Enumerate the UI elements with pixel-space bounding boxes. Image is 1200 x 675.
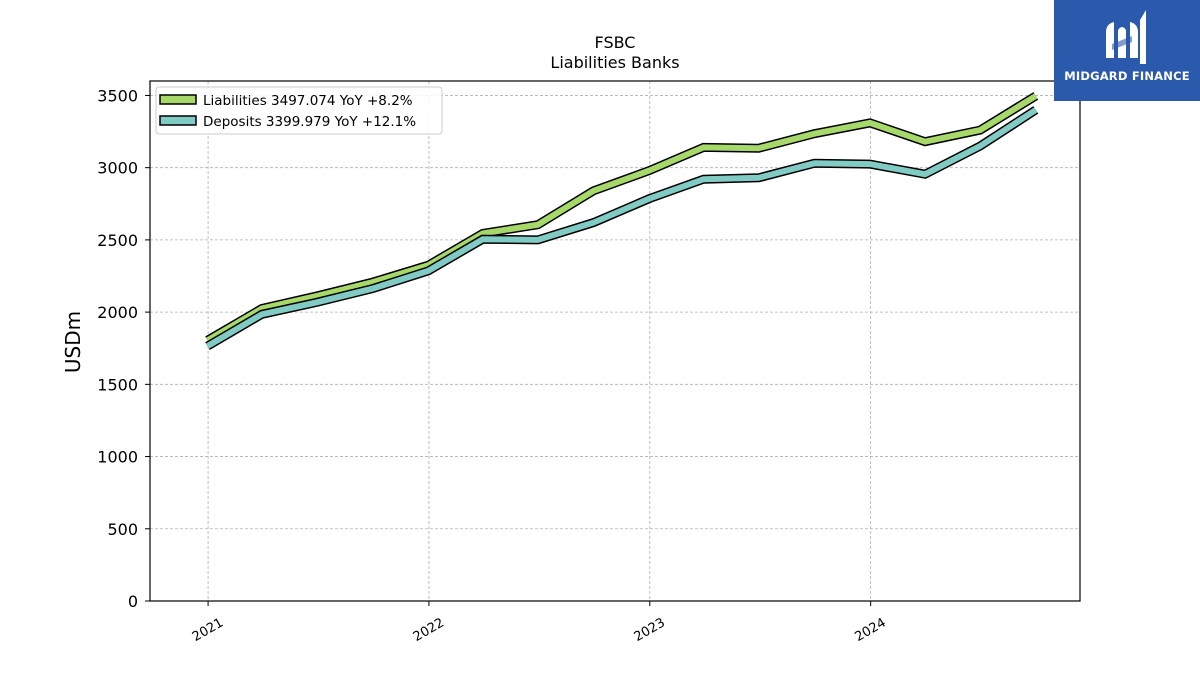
y-axis: 0 500 1000 1500 2000 2500 3000 3500 xyxy=(97,86,150,611)
legend-label-deposits: Deposits 3399.979 YoY +12.1% xyxy=(203,114,416,130)
y-tick-label: 3000 xyxy=(97,159,138,178)
series-line-liabilities xyxy=(205,93,1038,343)
logo-text: MIDGARD FINANCE xyxy=(1064,69,1190,83)
grid xyxy=(150,81,1080,602)
x-tick-label: 2021 xyxy=(190,615,226,645)
y-tick-label: 2000 xyxy=(97,303,138,322)
series-layer xyxy=(205,92,1039,350)
chart-subtitle: Liabilities Banks xyxy=(550,53,679,72)
midgard-finance-logo: MIDGARD FINANCE xyxy=(1054,0,1200,101)
y-tick-label: 0 xyxy=(128,592,138,611)
y-tick-label: 3500 xyxy=(97,86,138,105)
legend-label-liabilities: Liabilities 3497.074 YoY +8.2% xyxy=(203,93,413,109)
legend-swatch-liabilities xyxy=(159,94,197,105)
x-axis: 2021 2022 2023 2024 xyxy=(190,601,889,645)
y-tick-label: 1500 xyxy=(97,375,138,394)
y-tick-label: 1000 xyxy=(97,448,138,467)
y-tick-label: 500 xyxy=(107,520,138,539)
x-tick-label: 2024 xyxy=(852,615,888,645)
chart-title: FSBC xyxy=(595,33,636,52)
series-outline-deposits xyxy=(205,106,1039,350)
legend-swatch-deposits xyxy=(159,115,197,126)
series-line-deposits xyxy=(205,107,1038,349)
legend: Liabilities 3497.074 YoY +8.2% Deposits 3… xyxy=(155,86,443,135)
x-tick-label: 2022 xyxy=(411,615,447,645)
midgard-logo-icon xyxy=(1106,10,1146,64)
y-tick-label: 2500 xyxy=(97,231,138,250)
y-axis-label: USDm xyxy=(61,311,85,373)
x-tick-label: 2023 xyxy=(632,615,668,645)
plot-frame xyxy=(149,80,1081,602)
legend-box xyxy=(155,86,443,135)
